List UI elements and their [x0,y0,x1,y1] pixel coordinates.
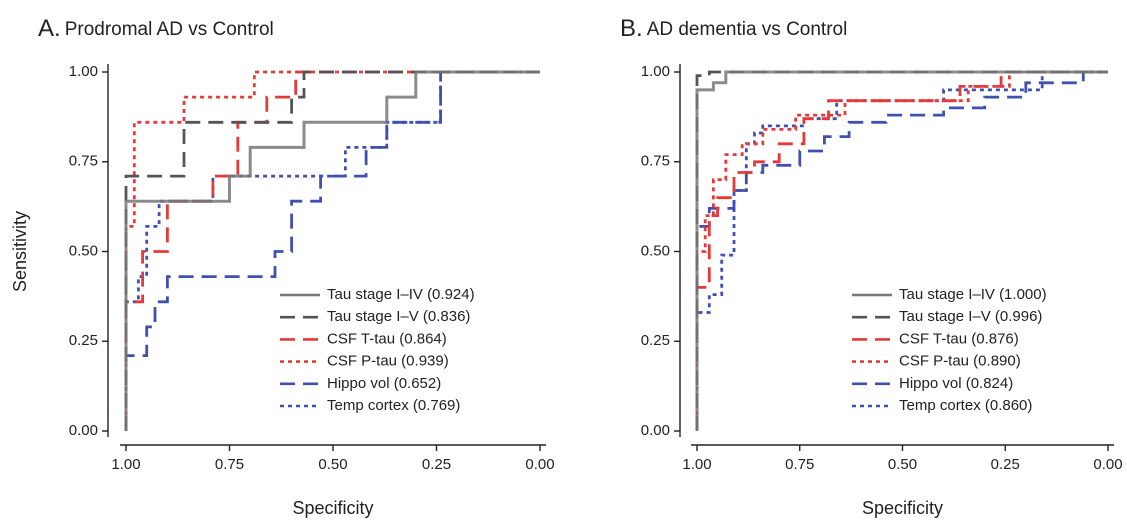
x-axis-label: Specificity [292,498,373,518]
legend-label: CSF T-tau (0.876) [899,330,1019,347]
x-tick-label: 0.75 [785,456,814,473]
x-tick-label: 0.25 [422,456,451,473]
legend-label: CSF T-tau (0.864) [327,330,447,347]
roc-curve-tau-stage-i-iv [124,70,540,431]
panel-title-text: Prodromal AD vs Control [65,19,274,40]
x-tick-label: 0.75 [215,456,244,473]
x-tick-label: 0.00 [525,456,554,473]
panel-a: A. Prodromal AD vs Control 0.00 0.25 0.50 0.7… [10,15,555,518]
roc-curve-tau-stage-i-v [124,70,540,431]
roc-curve-csf-p-tau [695,70,1108,431]
x-tick-label: 0.50 [888,456,917,473]
legend-label: Tau stage I–V (0.996) [899,308,1042,325]
y-tick-label: 0.00 [69,422,98,439]
legend-label: Temp cortex (0.769) [327,397,460,414]
legend-label: Temp cortex (0.860) [899,397,1032,414]
legend: Tau stage I–IV (0.924) Tau stage I–V (0.8… [280,286,475,414]
panel-title-text: AD dementia vs Control [647,19,848,40]
panel-title: A. Prodromal AD vs Control [38,15,274,42]
x-tick-label: 1.00 [111,456,140,473]
legend-label: CSF P-tau (0.939) [327,353,449,370]
roc-curve-csf-t-tau [124,70,540,431]
legend-label: Tau stage I–IV (1.000) [899,286,1047,303]
x-tick-label: 1.00 [682,456,711,473]
x-tick-label: 0.25 [991,456,1020,473]
y-tick-label: 1.00 [69,63,98,80]
legend-label: CSF P-tau (0.890) [899,353,1021,370]
legend-label: Tau stage I–IV (0.924) [327,286,475,303]
y-tick-label: 0.25 [641,332,670,349]
y-tick-label: 0.75 [69,153,98,170]
panel-letter: A. [38,15,61,42]
y-tick-label: 0.75 [641,153,670,170]
y-tick-label: 0.50 [641,242,670,259]
legend-label: Tau stage I–V (0.836) [327,308,470,325]
y-axis-label: Sensitivity [10,211,30,292]
legend-label: Hippo vol (0.652) [327,375,441,392]
y-tick-label: 0.00 [641,422,670,439]
y-tick-label: 0.25 [69,332,98,349]
panel-b: B. AD dementia vs Control 0.00 0.25 0.50 0.75… [620,15,1123,518]
roc-curve-csf-t-tau [695,70,1108,431]
roc-curve-temp-cortex [695,70,1108,431]
panel-title: B. AD dementia vs Control [620,15,847,42]
roc-curve-hippo-vol [695,70,1108,431]
y-tick-label: 1.00 [641,63,670,80]
panel-letter: B. [620,15,643,42]
y-tick-label: 0.50 [69,242,98,259]
x-tick-label: 0.00 [1093,456,1122,473]
legend-label: Hippo vol (0.824) [899,375,1013,392]
legend: Tau stage I–IV (1.000) Tau stage I–V (0.9… [852,286,1047,414]
roc-curve-tau-stage-i-iv [695,70,1108,431]
x-tick-label: 0.50 [318,456,347,473]
x-axis-label: Specificity [862,498,943,518]
